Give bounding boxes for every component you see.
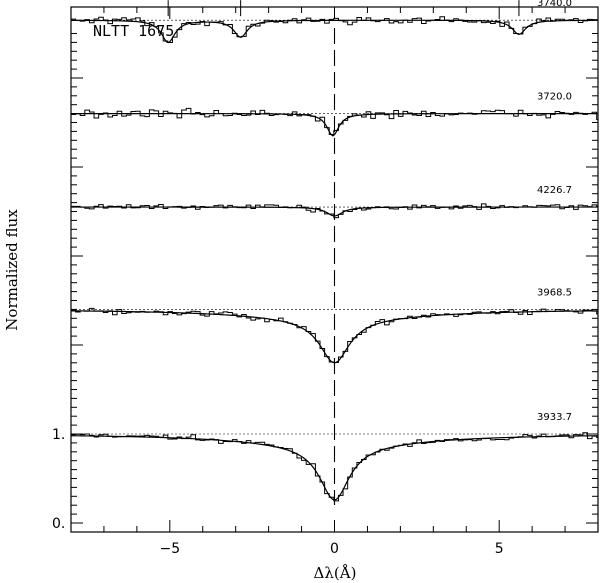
- model-fit: [71, 206, 598, 217]
- x-tick-label: 5: [495, 541, 504, 557]
- line-label: 3933.7: [537, 412, 572, 423]
- x-tick-label: 0: [330, 541, 339, 557]
- y-axis-label: Normalized flux: [3, 209, 21, 331]
- tick-labels: −5 0 5 0. 1.: [52, 427, 504, 557]
- spectrum-3968.5: [70, 307, 599, 364]
- spectrum-3740.0: [70, 0, 599, 44]
- line-label: 3968.5: [537, 287, 572, 298]
- x-tick-label: −5: [159, 541, 180, 557]
- model-fit: [70, 435, 599, 501]
- axis-ticks: [70, 7, 599, 532]
- model-fit: [71, 113, 598, 137]
- y-tick-label: 0.: [52, 516, 65, 532]
- model-fit: [70, 19, 599, 44]
- star-name-annotation: NLTT 1675: [93, 22, 174, 40]
- observed-spectrum: [71, 16, 598, 44]
- spectrum-3720.0: [71, 107, 598, 137]
- spectrum-3933.7: [70, 432, 599, 502]
- line-labels: 3961.53944.03838.33832.33740.03720.04226…: [537, 0, 572, 423]
- line-label: 4226.7: [537, 185, 572, 196]
- model-fit: [70, 310, 599, 364]
- y-tick-label: 1.: [52, 427, 65, 443]
- line-label: 3740.0: [537, 0, 572, 9]
- x-axis-label: Δλ(Å): [314, 564, 357, 582]
- line-label: 3720.0: [537, 92, 572, 103]
- spectra-series: [70, 0, 599, 502]
- spectrum-4226.7: [71, 203, 598, 219]
